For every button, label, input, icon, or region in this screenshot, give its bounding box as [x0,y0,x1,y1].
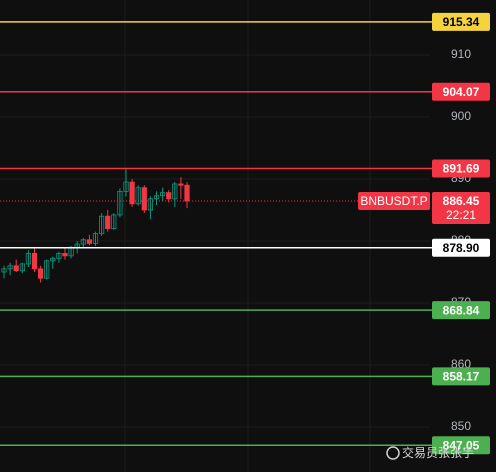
level-label: 847.05 [443,438,480,452]
level-label-box [432,301,490,320]
candle-body [153,195,160,200]
level-label: 858.17 [443,370,480,384]
candle-body [99,215,105,234]
level-label-box [432,238,490,257]
level-label: 904.07 [443,85,480,99]
candle-body [62,252,68,257]
level-label-box [432,82,490,101]
candle-body [92,233,99,244]
level-label-box [432,436,490,455]
candle-body [111,214,117,229]
candle-body [50,257,56,262]
candle-body [147,198,153,211]
candle-body [141,187,147,211]
watermark-icon [386,446,400,460]
last-price-label: 886.45 [443,194,480,208]
candle-body [178,183,184,186]
level-label: 868.84 [443,303,480,317]
candle-body [13,265,19,272]
candle-body [31,252,38,270]
y-tick-label: 900 [451,109,471,123]
watermark: 交易员张张手 [402,445,474,460]
candle-body [1,268,7,273]
candle-body [80,239,86,245]
y-tick-label: 850 [451,419,471,433]
candle-body [25,252,32,265]
countdown: 22:21 [446,208,476,222]
candle-body [7,265,13,270]
candle-body [159,192,166,197]
candle-body [19,263,25,272]
level-label-box [432,159,490,178]
y-tick-label: 910 [451,47,471,61]
candle-body [38,268,44,279]
candle-body [86,239,92,244]
candles [1,168,190,283]
level-label: 878.90 [443,241,480,255]
candle-body [184,184,190,202]
candle-body [166,192,172,200]
candle-body [123,181,129,192]
candle-body [56,252,62,259]
level-label: 891.69 [443,162,480,176]
symbol-label: BNBUSDT.P [360,194,427,208]
candle-body [117,190,123,216]
level-label-box [432,367,490,386]
candle-body [105,215,111,229]
level-label: 915.34 [443,15,480,29]
level-label-box [432,12,490,31]
levels: 915.34 904.07 891.69 878.90 868.84 858.17 847.… [0,12,490,455]
last-price-box [432,192,490,225]
candle-body [44,260,50,279]
candle-body [129,181,135,205]
candle-body [135,187,141,205]
candle-body [172,183,178,200]
symbol-box [358,192,430,211]
